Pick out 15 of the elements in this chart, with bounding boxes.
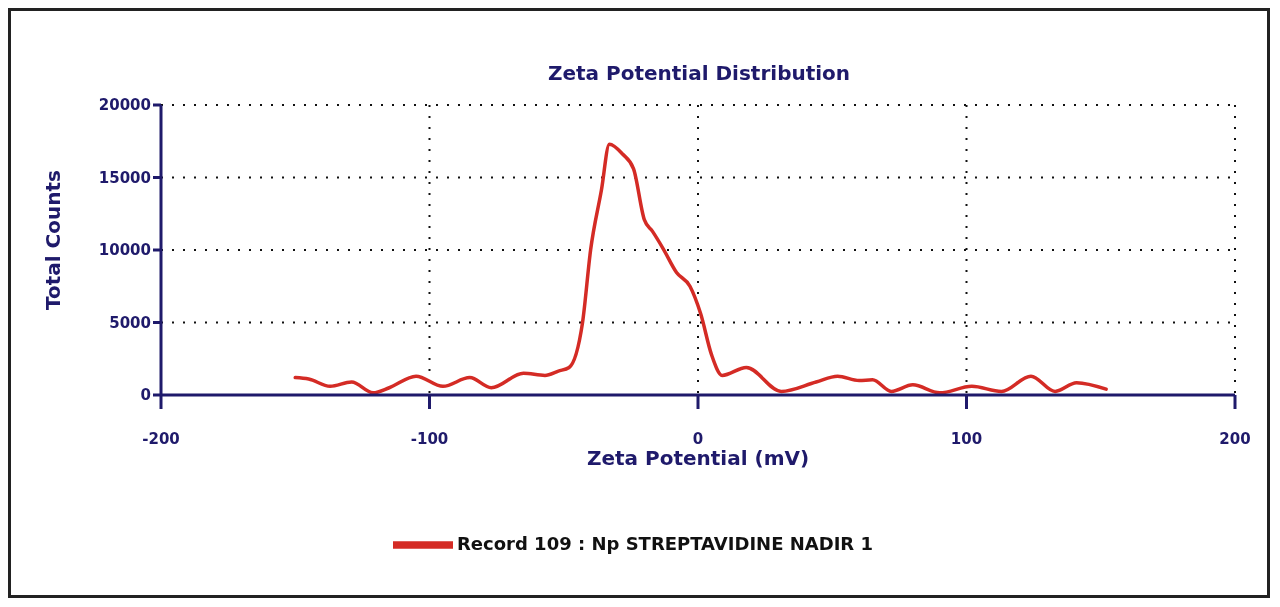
chart-title: Zeta Potential Distribution (546, 61, 852, 85)
x-tick-label: -200 (142, 429, 180, 448)
legend-label: Record 109 : Np STREPTAVIDINE NADIR 1 (456, 533, 873, 554)
x-tick-label: 100 (950, 429, 983, 448)
x-axis-title: Zeta Potential (mV) (586, 446, 810, 470)
y-tick-label: 5000 (109, 313, 151, 332)
x-tick-label: 0 (692, 429, 704, 448)
x-tick-label: 200 (1219, 429, 1251, 448)
y-tick-label: 15000 (98, 168, 151, 187)
y-tick-label: 10000 (98, 241, 151, 260)
x-tick-label: -100 (410, 429, 449, 448)
y-tick-label: 20000 (98, 96, 151, 115)
line-series (293, 142, 1108, 395)
y-axis-title: Total Counts (41, 170, 66, 310)
y-tick-label: 0 (140, 386, 151, 405)
